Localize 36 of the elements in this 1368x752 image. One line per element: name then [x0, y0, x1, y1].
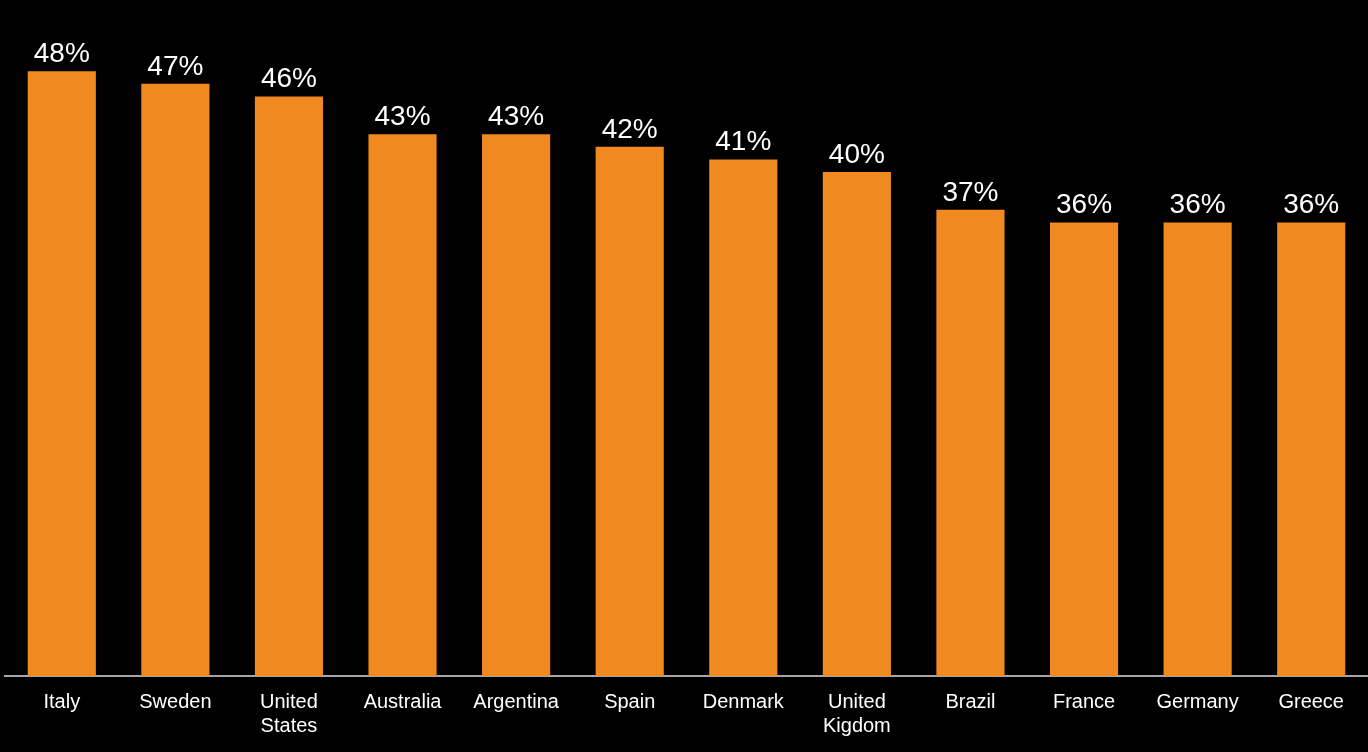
data-label: 43%	[374, 99, 431, 131]
bar	[482, 134, 551, 676]
x-tick-label: Brazil	[945, 689, 996, 712]
data-label: 36%	[1283, 188, 1340, 220]
data-label: 43%	[488, 99, 545, 131]
bar	[1163, 222, 1232, 676]
data-label: 48%	[33, 36, 90, 68]
bar	[141, 83, 210, 676]
x-tick-label: France	[1052, 689, 1116, 712]
x-tick-label: Italy	[43, 689, 81, 712]
x-tick-label: Greece	[1278, 689, 1345, 712]
bar	[595, 146, 664, 676]
bar	[368, 134, 437, 676]
data-label: 36%	[1169, 188, 1226, 220]
data-label: 40%	[828, 137, 885, 169]
x-tick-label: Denmark	[702, 689, 785, 712]
bar	[254, 96, 324, 676]
bar	[709, 159, 778, 676]
data-label: 41%	[715, 125, 772, 157]
x-tick-label: Sweden	[139, 689, 212, 712]
bar	[936, 209, 1005, 676]
data-label: 47%	[147, 49, 204, 81]
x-tick-label: United Kigdom	[822, 689, 891, 736]
bar	[822, 172, 891, 676]
data-label: 46%	[260, 62, 317, 94]
x-tick-label: United States	[260, 689, 318, 736]
bar	[27, 71, 96, 676]
data-label: 42%	[601, 112, 658, 144]
bar	[1049, 222, 1119, 676]
bar	[1277, 222, 1346, 676]
x-tick-label: Spain	[604, 689, 656, 712]
x-tick-label: Argentina	[473, 689, 560, 712]
x-tick-label: Germany	[1156, 689, 1239, 712]
x-tick-label: Australia	[363, 689, 443, 712]
data-label: 37%	[942, 175, 999, 207]
data-label: 36%	[1056, 188, 1113, 220]
